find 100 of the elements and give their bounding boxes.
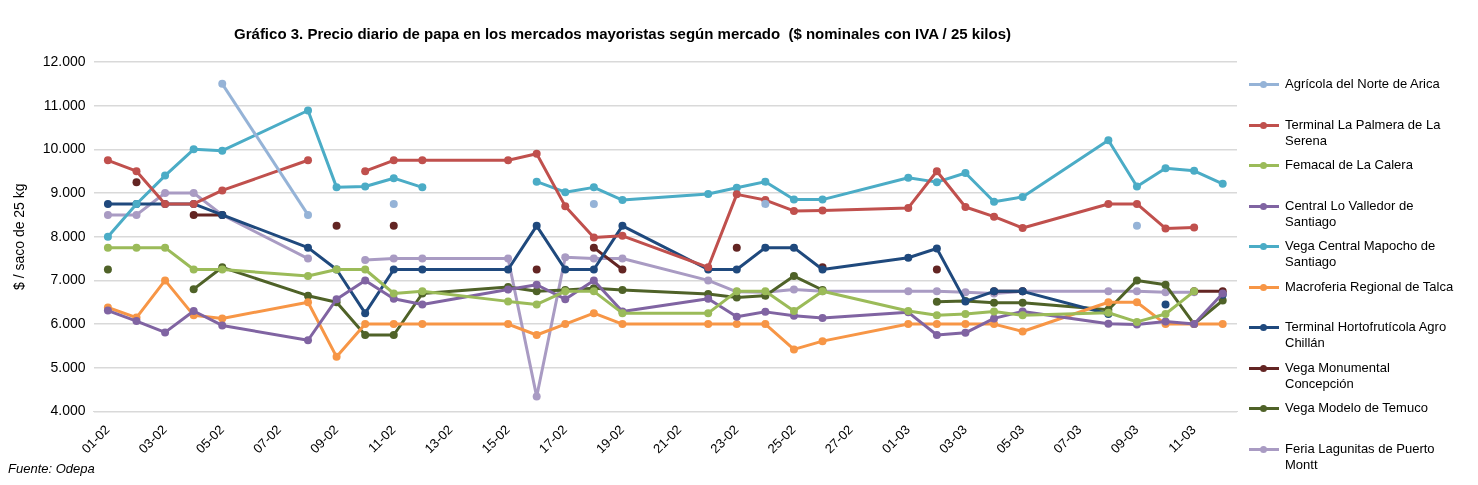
point <box>904 320 913 329</box>
legend-label: Macroferia Regional de Talca <box>1285 278 1454 295</box>
source-note: Fuente: Odepa <box>8 461 95 476</box>
point <box>589 276 598 285</box>
point <box>103 199 112 208</box>
point <box>389 331 398 340</box>
point <box>618 221 627 230</box>
point <box>732 265 741 274</box>
point <box>990 197 999 206</box>
y-axis-title: $ / saco de 25 kg <box>11 183 28 291</box>
point <box>961 320 970 329</box>
point <box>561 202 570 211</box>
point <box>218 314 227 323</box>
point <box>1104 199 1113 208</box>
point <box>218 321 227 330</box>
point <box>789 345 798 354</box>
point <box>361 255 370 264</box>
point <box>618 286 627 295</box>
point <box>961 203 970 212</box>
point <box>1132 287 1141 296</box>
point <box>1161 164 1170 173</box>
point <box>504 265 513 274</box>
y-tick-label: 5.000 <box>50 358 86 375</box>
point <box>789 195 798 204</box>
point <box>904 203 913 212</box>
point <box>532 265 541 274</box>
point <box>761 243 770 252</box>
point <box>161 276 170 285</box>
point <box>732 190 741 199</box>
point <box>218 146 227 155</box>
point <box>132 317 141 326</box>
point <box>532 149 541 158</box>
point <box>932 287 941 296</box>
y-tick-label: 9.000 <box>50 183 86 200</box>
point <box>932 244 941 253</box>
point <box>189 189 198 198</box>
point <box>418 300 427 309</box>
point <box>704 320 713 329</box>
point <box>789 243 798 252</box>
point <box>904 287 913 296</box>
point <box>761 307 770 316</box>
point <box>504 297 513 306</box>
point <box>732 312 741 321</box>
point <box>704 189 713 198</box>
point <box>504 254 513 263</box>
point <box>504 320 513 329</box>
point <box>361 167 370 176</box>
point <box>1018 298 1027 307</box>
point <box>589 243 598 252</box>
point <box>304 106 312 115</box>
point <box>132 167 141 176</box>
point <box>389 156 398 165</box>
point <box>504 156 513 165</box>
point <box>389 320 398 329</box>
legend-label: Vega Monumental Concepción <box>1285 359 1391 392</box>
point <box>990 314 999 323</box>
point <box>789 285 798 294</box>
point <box>1161 224 1170 233</box>
point <box>904 253 913 262</box>
point <box>932 320 941 329</box>
point <box>389 289 398 298</box>
legend-label: Femacal de La Calera <box>1285 157 1413 173</box>
point <box>818 195 827 204</box>
point <box>732 320 741 329</box>
point <box>589 309 598 318</box>
point <box>1218 320 1227 329</box>
point <box>361 276 370 285</box>
point <box>304 156 312 165</box>
point <box>189 285 198 294</box>
point <box>161 243 170 252</box>
point <box>332 221 341 230</box>
point <box>1018 223 1027 232</box>
point <box>189 265 198 274</box>
point <box>561 253 570 262</box>
point <box>704 276 713 285</box>
point <box>418 320 427 329</box>
point <box>304 254 312 263</box>
point <box>1132 276 1141 285</box>
point <box>103 156 112 165</box>
point <box>1018 327 1027 336</box>
y-tick-label: 6.000 <box>50 314 86 331</box>
point <box>761 320 770 329</box>
point <box>389 174 398 183</box>
point <box>132 210 141 219</box>
point <box>161 171 170 180</box>
point <box>361 331 370 340</box>
point <box>389 199 398 208</box>
point <box>1018 192 1027 201</box>
point <box>990 298 999 307</box>
point <box>932 167 941 176</box>
y-tick-label: 7.000 <box>50 271 86 288</box>
point <box>589 254 598 263</box>
point <box>161 328 170 337</box>
point <box>389 254 398 263</box>
point <box>1132 199 1141 208</box>
point <box>1132 221 1141 230</box>
point <box>189 145 198 154</box>
point <box>932 178 941 187</box>
point <box>389 221 398 230</box>
point <box>418 254 427 263</box>
